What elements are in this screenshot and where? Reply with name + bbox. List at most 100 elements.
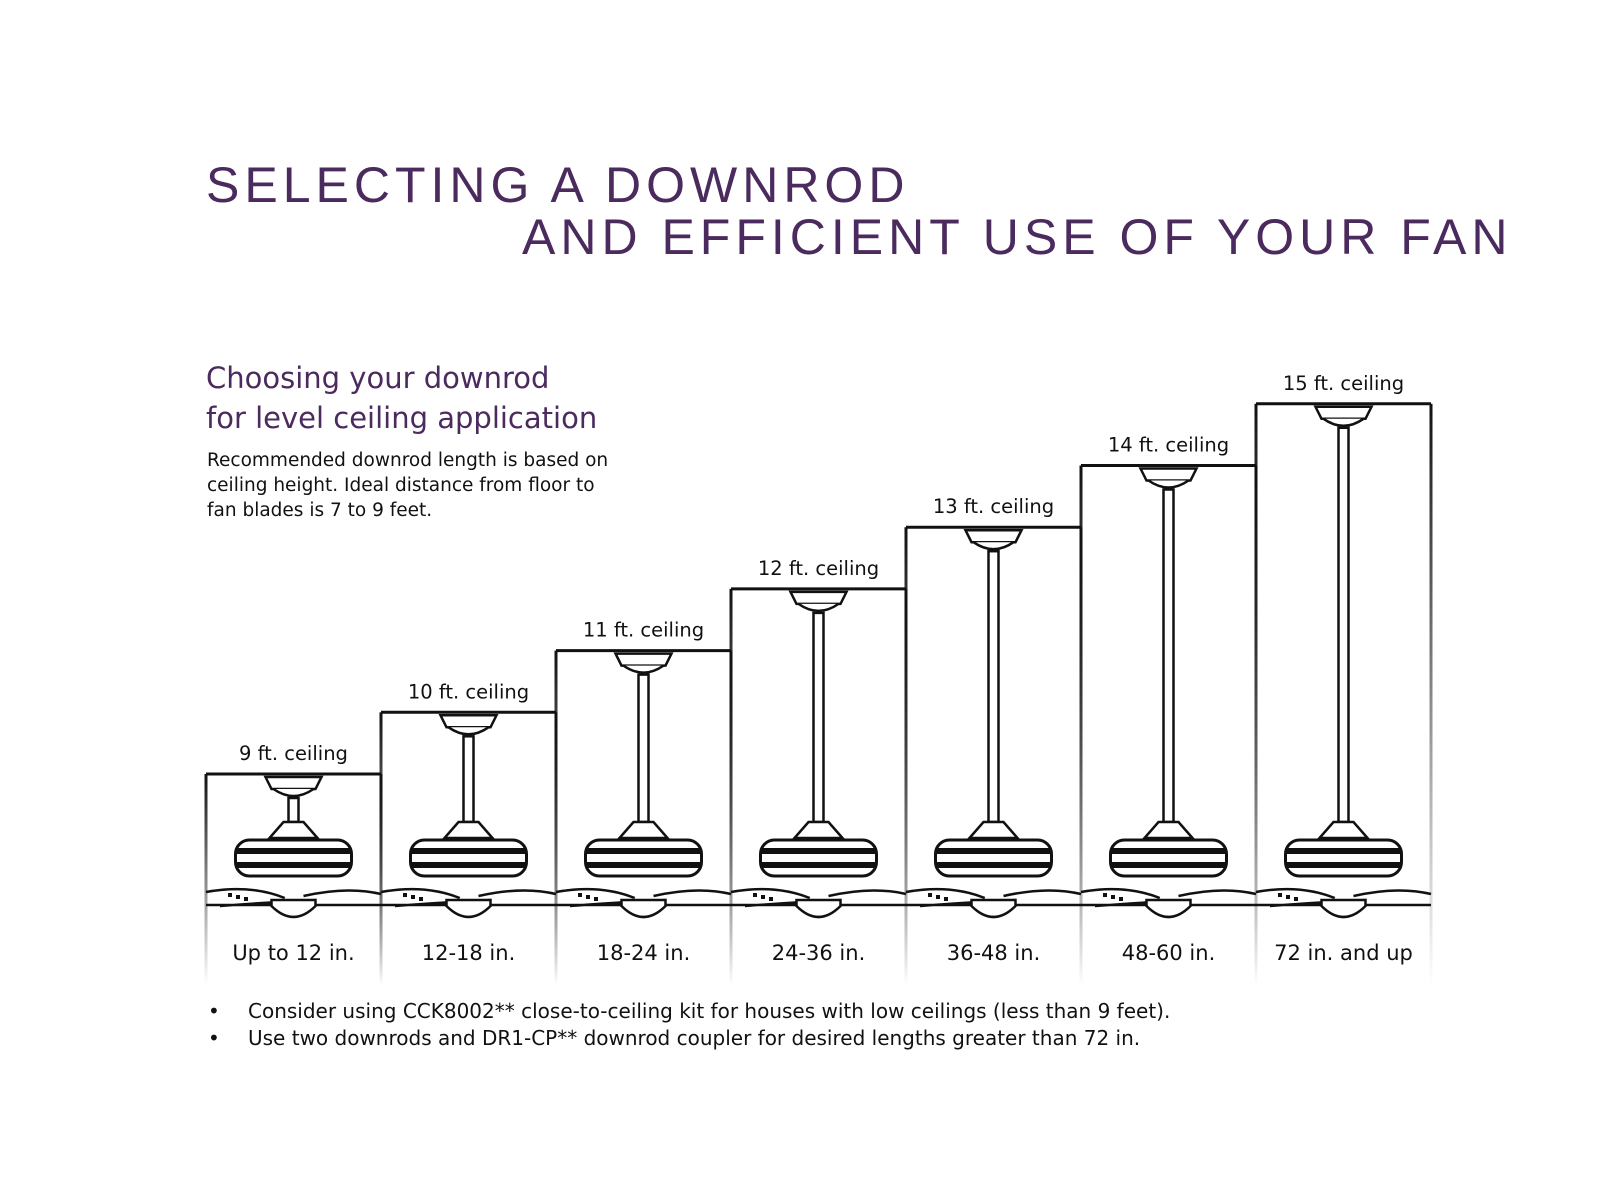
- motor-band: [935, 862, 1052, 868]
- motor-band: [760, 862, 877, 868]
- downrod-length: 18-24 in.: [597, 941, 691, 965]
- motor-band: [1285, 862, 1402, 868]
- canopy-cup: [272, 787, 315, 798]
- ceiling-column: 10 ft. ceiling 12-18 in.: [379, 680, 558, 985]
- wall: [554, 650, 558, 985]
- downrod: [987, 549, 1000, 824]
- title-line2: AND EFFICIENT USE OF YOUR FAN: [522, 209, 1512, 265]
- light-kit: [620, 898, 667, 919]
- subtitle-line1: Choosing your downrod: [206, 361, 549, 395]
- canopy-cup: [1147, 479, 1190, 489]
- light-kit: [1145, 898, 1192, 919]
- motor-top: [266, 820, 321, 840]
- ceiling-label: 13 ft. ceiling: [933, 495, 1054, 518]
- wall: [1429, 403, 1433, 985]
- canopy-cup: [797, 602, 840, 613]
- canopy-cup: [972, 541, 1015, 551]
- motor-band: [1285, 848, 1402, 854]
- blade-holes: [1278, 893, 1298, 901]
- wall: [1254, 403, 1258, 985]
- bullet: •: [208, 999, 220, 1023]
- motor-band: [760, 848, 877, 854]
- canopy-cup: [1322, 417, 1365, 428]
- motor-top: [1141, 820, 1196, 840]
- light-kit: [795, 898, 842, 919]
- note: Use two downrods and DR1-CP** downrod co…: [248, 1026, 1140, 1050]
- downrod: [462, 735, 475, 824]
- wall: [729, 588, 733, 985]
- motor-top: [441, 820, 496, 840]
- motor-band: [235, 862, 352, 868]
- motor-band: [235, 848, 352, 854]
- motor-top: [616, 820, 671, 840]
- motor-housing: [234, 838, 353, 878]
- bullet: •: [208, 1026, 220, 1050]
- ceiling-label: 14 ft. ceiling: [1108, 434, 1229, 457]
- downrod-length: 12-18 in.: [422, 941, 516, 965]
- motor-housing: [409, 838, 528, 878]
- wall: [1079, 465, 1083, 985]
- motor-band: [410, 848, 527, 854]
- description-line: Recommended downrod length is based on: [207, 450, 608, 471]
- motor-band: [410, 862, 527, 868]
- downrod: [637, 673, 650, 824]
- ceiling-label: 15 ft. ceiling: [1283, 372, 1404, 395]
- motor-band: [585, 848, 702, 854]
- canopy: [963, 528, 1024, 544]
- motor-band: [585, 862, 702, 868]
- light-kit: [270, 898, 317, 919]
- ceiling-label: 10 ft. ceiling: [408, 680, 529, 703]
- light-kit: [1320, 898, 1367, 919]
- subtitle-line2: for level ceiling application: [206, 401, 597, 435]
- description-line: ceiling height. Ideal distance from floo…: [207, 475, 595, 496]
- wall: [904, 527, 908, 985]
- blade-holes: [228, 893, 248, 901]
- canopy: [1138, 467, 1199, 482]
- motor-housing: [759, 838, 878, 878]
- ceiling-column: 13 ft. ceiling 36-48 in.: [904, 495, 1083, 985]
- canopy: [788, 590, 849, 606]
- wall: [379, 712, 383, 985]
- motor-housing: [934, 838, 1053, 878]
- canopy: [1313, 405, 1374, 421]
- blade-holes: [1103, 893, 1123, 901]
- downrod: [812, 611, 825, 824]
- ceiling-column: 15 ft. ceiling 72 in. and up: [1254, 372, 1433, 985]
- blade-holes: [403, 893, 423, 901]
- ceiling-column: 11 ft. ceiling 18-24 in.: [554, 619, 733, 985]
- downrod: [287, 796, 300, 824]
- blade-holes: [753, 893, 773, 901]
- ceiling-label: 12 ft. ceiling: [758, 557, 879, 580]
- motor-top: [1316, 820, 1371, 840]
- motor-band: [1110, 862, 1227, 868]
- ceiling-column: 12 ft. ceiling 24-36 in.: [729, 557, 908, 985]
- motor-band: [1110, 848, 1227, 854]
- blade-holes: [928, 893, 948, 901]
- motor-housing: [1109, 838, 1228, 878]
- wall: [204, 774, 208, 985]
- canopy-cup: [447, 726, 490, 736]
- downrod: [1337, 426, 1350, 824]
- motor-band: [935, 848, 1052, 854]
- canopy: [263, 775, 324, 791]
- motor-top: [791, 820, 846, 840]
- canopy-cup: [622, 664, 665, 674]
- downrod-length: 72 in. and up: [1274, 941, 1413, 965]
- downrod-length: Up to 12 in.: [232, 941, 354, 965]
- downrod-length: 48-60 in.: [1122, 941, 1216, 965]
- blade-holes: [578, 893, 598, 901]
- ceiling-column: 14 ft. ceiling 48-60 in.: [1079, 434, 1258, 985]
- note: Consider using CCK8002** close-to-ceilin…: [248, 999, 1170, 1023]
- canopy: [438, 714, 499, 729]
- description-line: fan blades is 7 to 9 feet.: [207, 500, 432, 521]
- light-kit: [970, 898, 1017, 919]
- motor-housing: [1284, 838, 1403, 878]
- motor-top: [966, 820, 1021, 840]
- light-kit: [445, 898, 492, 919]
- motor-housing: [584, 838, 703, 878]
- downrod-length: 24-36 in.: [772, 941, 866, 965]
- downrod: [1162, 488, 1175, 824]
- title-line1: SELECTING A DOWNROD: [206, 157, 909, 213]
- ceiling-label: 9 ft. ceiling: [239, 742, 348, 765]
